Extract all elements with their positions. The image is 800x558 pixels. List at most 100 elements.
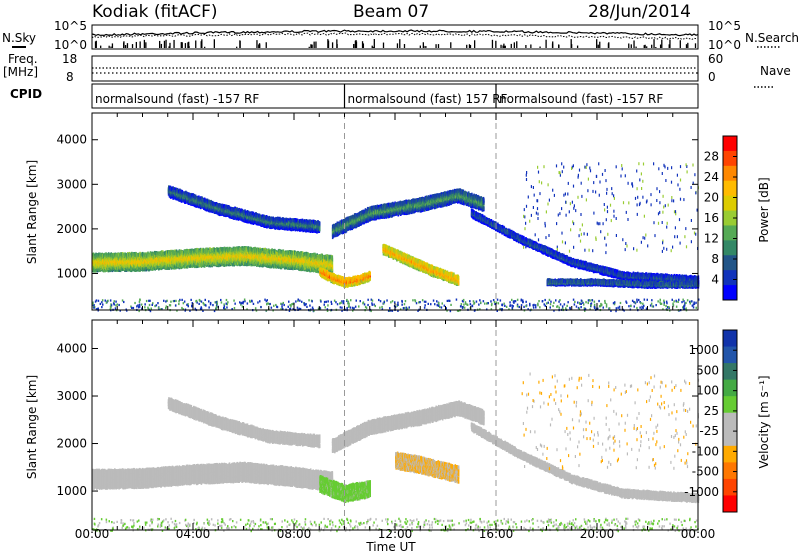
echo-cell	[521, 304, 523, 306]
freq-label: Freq.	[8, 52, 38, 66]
nsky-series	[92, 30, 698, 36]
echo-cell	[280, 303, 282, 305]
echo-cell	[283, 304, 285, 306]
echo-cell	[233, 300, 235, 302]
echo-cell	[347, 302, 349, 304]
echo-cell	[442, 302, 444, 304]
echo-cell	[384, 301, 386, 303]
echo-cell	[364, 303, 366, 305]
echo-cell	[668, 306, 670, 308]
echo-cell	[255, 307, 257, 309]
echo-cell	[139, 301, 141, 303]
echo-cell	[205, 304, 207, 306]
echo-cell	[573, 299, 575, 301]
echo-cell	[96, 299, 98, 301]
echo-cell	[380, 300, 382, 302]
echo-cell	[636, 307, 638, 309]
echo-cell	[634, 305, 636, 307]
echo-cell	[123, 301, 125, 303]
echo-cell	[675, 300, 677, 302]
echo-cell	[513, 302, 515, 304]
echo-cell	[517, 305, 519, 307]
echo-cell	[617, 307, 619, 309]
echo-cell	[539, 306, 541, 308]
echo-cell	[98, 300, 100, 302]
echo-cell	[564, 303, 566, 305]
echo-cell	[494, 301, 496, 303]
echo-cell	[677, 301, 679, 303]
echo-cell	[271, 307, 273, 309]
echo-cell	[102, 299, 104, 301]
echo-cell	[170, 301, 172, 303]
echo-cell	[542, 300, 544, 302]
echo-cell	[288, 301, 290, 303]
echo-cell	[216, 305, 218, 307]
echo-cell	[327, 304, 329, 306]
echo-cell	[576, 306, 578, 308]
echo-cell	[430, 303, 432, 305]
echo-cell	[535, 304, 537, 306]
echo-cell	[181, 299, 183, 301]
echo-cell	[281, 306, 283, 308]
echo-cell	[149, 304, 151, 306]
echo-cell	[156, 304, 158, 306]
echo-cell	[486, 302, 488, 304]
echo-cell	[298, 299, 300, 301]
echo-cell	[467, 304, 469, 306]
echo-cell	[295, 300, 297, 302]
echo-cell	[174, 300, 176, 302]
echo-cell	[460, 305, 462, 307]
echo-cell	[356, 300, 358, 302]
echo-cell	[632, 300, 634, 302]
echo-cell	[331, 301, 333, 303]
echo-cell	[401, 300, 403, 302]
echo-cell	[600, 305, 602, 307]
echo-cell	[239, 301, 241, 303]
echo-cell	[594, 301, 596, 303]
echo-cell	[115, 304, 117, 306]
echo-cell	[334, 300, 336, 302]
echo-cell	[110, 299, 112, 301]
echo-cell	[106, 302, 108, 304]
echo-cell	[378, 299, 380, 301]
echo-cell	[226, 303, 228, 305]
echo-cell	[181, 307, 183, 309]
echo-cell	[308, 299, 310, 301]
echo-cell	[169, 304, 171, 306]
echo-cell	[260, 306, 262, 308]
echo-cell	[100, 303, 102, 305]
echo-cell	[447, 300, 449, 302]
echo-cell	[324, 304, 326, 306]
echo-cell	[241, 302, 243, 304]
echo-cell	[490, 300, 492, 302]
echo-cell	[555, 299, 557, 301]
echo-cell	[550, 301, 552, 303]
echo-cell	[650, 304, 652, 306]
echo-cell	[523, 306, 525, 308]
echo-cell	[685, 302, 687, 304]
echo-cell	[592, 299, 594, 301]
echo-cell	[220, 299, 222, 301]
echo-cell	[422, 299, 424, 301]
echo-cell	[234, 303, 236, 305]
echo-cell	[163, 300, 165, 302]
echo-cell	[559, 307, 561, 309]
echo-cell	[428, 303, 430, 305]
echo-cell	[110, 306, 112, 308]
echo-cell	[397, 304, 399, 306]
echo-cell	[533, 307, 535, 309]
echo-cell	[105, 300, 107, 302]
echo-cell	[288, 306, 290, 308]
echo-cell	[102, 304, 104, 306]
echo-cell	[339, 302, 341, 304]
date-title: 28/Jun/2014	[588, 2, 691, 22]
freq-panel	[92, 56, 698, 81]
nave-tick-bottom: 0	[708, 70, 716, 84]
echo-cell	[522, 301, 524, 303]
echo-cell	[117, 303, 119, 305]
echo-cell	[346, 299, 348, 301]
echo-cell	[257, 301, 259, 303]
echo-cell	[683, 307, 685, 309]
echo-cell	[199, 299, 201, 301]
